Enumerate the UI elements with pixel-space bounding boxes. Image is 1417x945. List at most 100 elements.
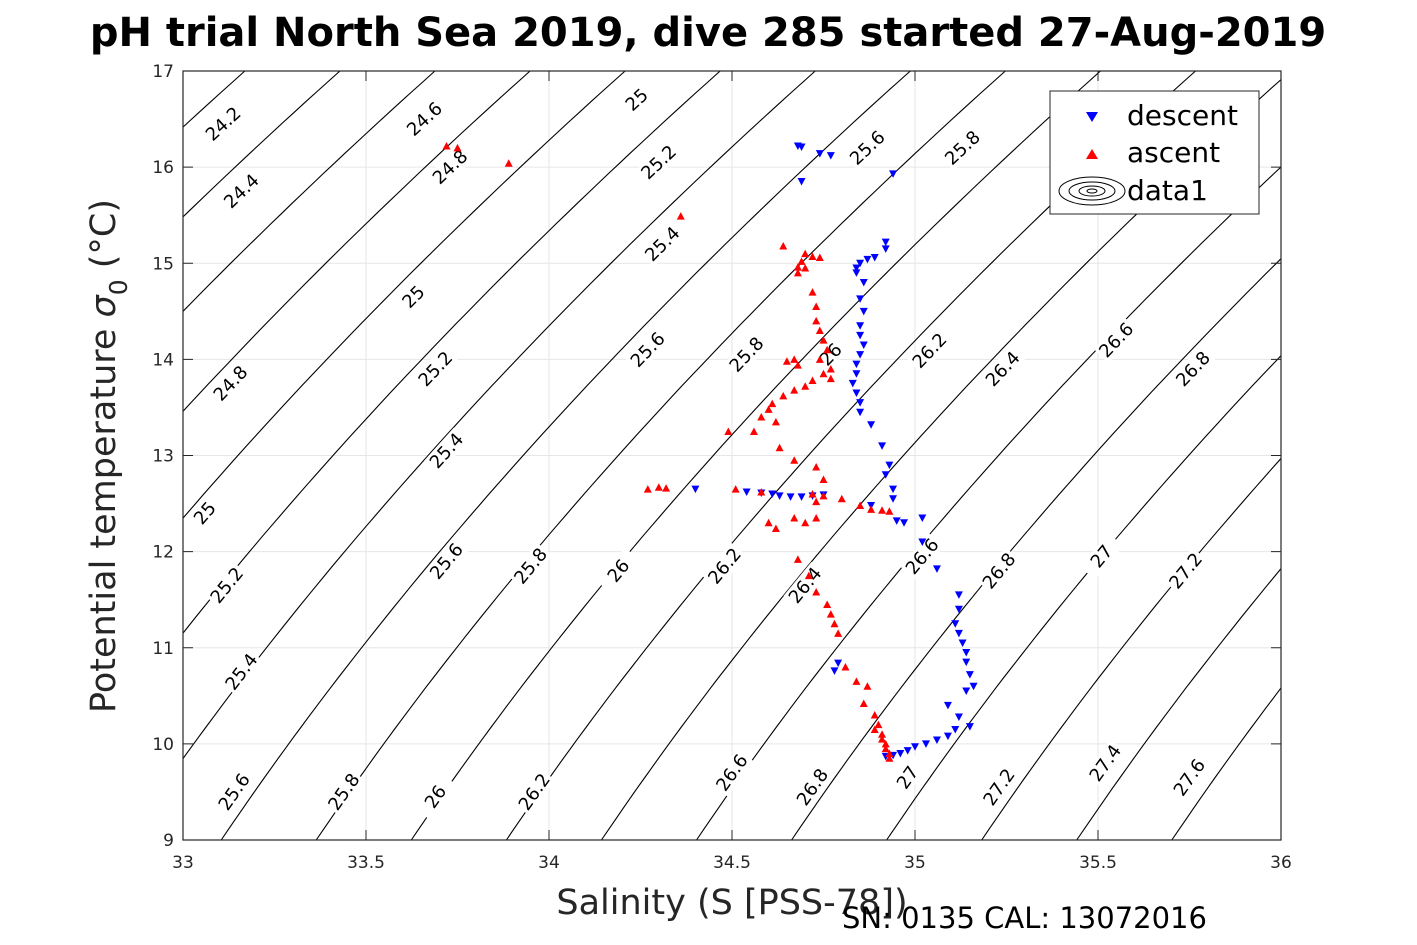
x-tick-label: 33 [172, 853, 194, 873]
contour-line-25.2 [183, 71, 721, 634]
contour-line-24.4 [183, 71, 341, 218]
descent-point [881, 471, 890, 479]
ascent-point [885, 754, 894, 762]
contour-line-24.6 [183, 71, 436, 313]
contour-label-bg [213, 768, 256, 816]
contour-label-bg [977, 547, 1021, 595]
ascent-point [724, 427, 733, 435]
ascent-point [878, 730, 887, 738]
ascent-point [837, 494, 846, 503]
contour-label-bg [711, 748, 753, 797]
descent-point [965, 671, 974, 679]
descent-point [958, 639, 967, 647]
contour-label-bg [724, 331, 770, 378]
contour-label-bg [596, 547, 641, 595]
contour-label-bg [205, 561, 249, 609]
ascent-point [793, 555, 802, 563]
y-tick-label: 11 [152, 639, 174, 659]
contour-label-bg [401, 96, 448, 142]
ascent-point [801, 264, 810, 272]
ascent-point [808, 288, 817, 296]
contour-label-bg [424, 427, 469, 474]
contour-label-bg [1079, 533, 1124, 580]
ascent-point [852, 677, 861, 685]
ascent-point [812, 587, 821, 596]
descent-point [856, 408, 865, 417]
descent-point [881, 245, 890, 253]
ascent-point [885, 507, 894, 515]
contour-label-bg [900, 533, 945, 580]
contour-label-bg [427, 144, 474, 190]
descent-point [892, 517, 901, 525]
y-tick-label: 12 [152, 543, 174, 563]
ascent-point [870, 711, 879, 719]
ascent-point [823, 600, 832, 608]
descent-point [889, 495, 898, 503]
ascent-point [775, 443, 784, 452]
ascent-point [757, 413, 766, 421]
descent-point [859, 307, 868, 316]
contour-label-bg [808, 331, 854, 378]
contour-label-bg [980, 346, 1026, 392]
ascent-point [826, 364, 835, 373]
chart-title: pH trial North Sea 2019, dive 285 starte… [90, 10, 1326, 56]
descent-point [965, 723, 974, 731]
y-tick-labels: 9 10 11 12 13 14 15 16 17 [152, 62, 174, 851]
contour-label-bg [391, 274, 437, 320]
descent-point [962, 658, 971, 667]
ascent-point [662, 484, 671, 492]
ascent-point [731, 485, 740, 493]
ascent-point [812, 513, 821, 522]
x-tick-label: 34 [538, 853, 560, 873]
descent-point [900, 519, 909, 527]
y-axis-label: Potential temperature σ0 (°C) [84, 199, 133, 713]
descent-point [691, 485, 700, 494]
contour-label-bg [1164, 547, 1208, 595]
contour-label-bg [939, 125, 986, 171]
descent-point [863, 255, 872, 264]
ascent-point [797, 257, 806, 265]
contour-label-bg [220, 648, 263, 696]
contour-label-bg [625, 326, 671, 373]
legend-descent-label: descent [1127, 99, 1238, 132]
legend-ascent-marker [1086, 149, 1098, 159]
descent-point [870, 253, 879, 262]
descent-point [856, 259, 865, 268]
ascent-point [504, 159, 513, 167]
contour-label-bg [414, 772, 457, 821]
y-tick-label: 13 [152, 447, 174, 467]
descent-point [797, 493, 806, 501]
descent-point [918, 538, 927, 547]
descent-point [943, 732, 952, 741]
descent-point [797, 178, 806, 186]
ascent-point [771, 524, 780, 533]
descent-point [954, 591, 963, 599]
y-axis-label-group: Potential temperature σ0 (°C) [84, 199, 133, 713]
ascent-point [779, 391, 788, 400]
descent-point [797, 143, 806, 151]
contour-label-bg [183, 489, 227, 537]
x-tick-label: 35 [904, 853, 926, 873]
ascent-point [819, 491, 828, 500]
ascent-point [815, 253, 824, 261]
contour-label-bg [1170, 346, 1216, 392]
descent-point [878, 442, 887, 450]
descent-point [969, 682, 978, 691]
ascent-point [885, 749, 894, 757]
ascent-point [812, 497, 821, 506]
ascent-point [815, 355, 824, 363]
descent-point [943, 701, 952, 710]
contour-line-25.4 [183, 71, 817, 760]
contour-label-bg [218, 168, 265, 214]
ascent-point [801, 382, 810, 390]
ascent-point [804, 571, 813, 580]
ascent-point [812, 463, 821, 471]
ascent-point [841, 662, 850, 671]
y-tick-label: 16 [152, 158, 174, 178]
contour-label-bg [907, 327, 953, 374]
ascent-point [867, 505, 876, 513]
contour-label-bg [1093, 317, 1139, 363]
descent-point [826, 152, 835, 160]
legend-data1-label: data1 [1127, 174, 1208, 207]
